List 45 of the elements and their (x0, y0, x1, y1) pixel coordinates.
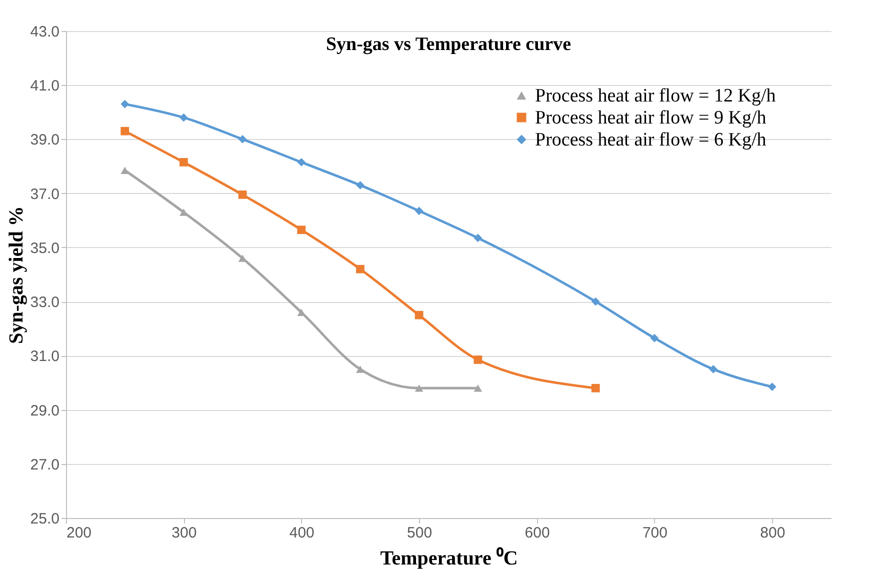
point (591, 297, 600, 306)
point (297, 158, 306, 166)
x-tick-label: 200 (66, 524, 92, 542)
point (120, 126, 130, 136)
x-tick-label: 700 (642, 524, 668, 542)
x-tick-label: 600 (524, 524, 550, 542)
point (120, 100, 130, 108)
legend-label: Process heat air flow = 6 Kg/h (535, 130, 767, 150)
point (474, 384, 482, 392)
y-tick-label: 33.0 (30, 294, 60, 312)
point (297, 226, 306, 234)
y-tick-label: 43.0 (30, 24, 60, 40)
y-tick-label: 35.0 (30, 240, 60, 257)
y-tick-label: 25.0 (30, 510, 60, 528)
point (356, 181, 364, 190)
point (474, 234, 482, 242)
point (180, 158, 188, 166)
y-axis-title: Syn-gas yield % (5, 206, 28, 344)
y-tick-label: 41.0 (30, 78, 60, 95)
point (238, 135, 247, 144)
point (474, 356, 482, 364)
x-tick-label: 400 (289, 524, 314, 542)
point (650, 334, 659, 342)
y-tick-label: 27.0 (30, 456, 60, 474)
point (414, 206, 424, 216)
y-tick-label: 37.0 (30, 186, 60, 203)
point (591, 384, 600, 392)
x-tick-label: 500 (407, 524, 432, 542)
point (414, 384, 424, 392)
x-axis-title: Temperature ⁰C (380, 546, 518, 570)
legend-label: Process heat air flow = 9 Kg/h (535, 108, 767, 128)
chart-title: Syn-gas vs Temperature curve (326, 34, 572, 55)
point (356, 366, 364, 373)
point (356, 264, 364, 274)
y-tick-label: 39.0 (30, 132, 60, 149)
y-tick-label: 31.0 (30, 348, 60, 366)
point (414, 310, 424, 320)
point (238, 190, 247, 199)
y-tick-label: 29.0 (30, 402, 60, 420)
point (768, 382, 776, 391)
x-tick-label: 300 (172, 524, 197, 542)
point (709, 365, 718, 374)
legend-label: Process heat air flow = 12 Kg/h (535, 86, 776, 106)
x-tick-label: 800 (760, 524, 786, 542)
point (180, 113, 188, 122)
